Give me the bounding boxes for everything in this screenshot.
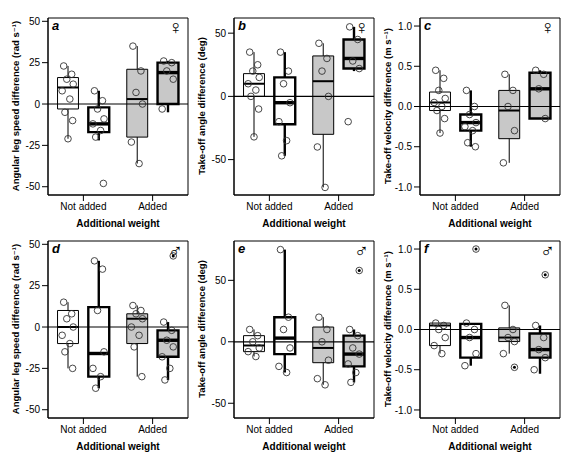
svg-text:Added: Added [138, 424, 167, 435]
html-text:f: f [424, 241, 429, 256]
svg-text:0: 0 [34, 99, 40, 110]
svg-text:Added: Added [324, 201, 353, 212]
html-text:a: a [52, 18, 60, 33]
svg-text:Added: Added [510, 424, 539, 435]
svg-text:0: 0 [220, 91, 226, 102]
svg-text:Added: Added [510, 201, 539, 212]
svg-text:50: 50 [215, 275, 227, 286]
html-text:Take-off angle difference (deg: Take-off angle difference (deg) [195, 260, 207, 398]
svg-text:50: 50 [215, 28, 227, 39]
svg-text:0.0: 0.0 [398, 101, 412, 112]
svg-text:0.5: 0.5 [398, 284, 412, 295]
svg-text:-50: -50 [212, 154, 227, 165]
svg-text:Additional weight: Additional weight [76, 218, 160, 229]
html-text:e: e [238, 241, 246, 256]
svg-text:25: 25 [29, 280, 41, 291]
svg-text:0: 0 [34, 322, 40, 333]
svg-text:50: 50 [29, 16, 41, 27]
svg-text:-50: -50 [26, 181, 41, 192]
html-text:Take-off angle difference (deg: Take-off angle difference (deg) [195, 37, 207, 175]
svg-text:0.0: 0.0 [398, 324, 412, 335]
svg-text:Not added: Not added [246, 424, 292, 435]
svg-text:-1.0: -1.0 [395, 405, 413, 416]
svg-text:Not added: Not added [60, 424, 106, 435]
svg-text:Not added: Not added [432, 201, 478, 212]
svg-text:Added: Added [324, 424, 353, 435]
svg-text:-1.0: -1.0 [395, 182, 413, 193]
svg-text:Not added: Not added [60, 201, 106, 212]
svg-text:Additional weight: Additional weight [448, 218, 532, 229]
svg-text:Additional weight: Additional weight [262, 218, 346, 229]
svg-text:-50: -50 [26, 404, 41, 415]
svg-text:50: 50 [29, 239, 41, 250]
html-text:d: d [52, 241, 60, 256]
svg-text:-0.5: -0.5 [395, 364, 413, 375]
html-text:c: c [424, 18, 432, 33]
svg-text:0.5: 0.5 [398, 61, 412, 72]
svg-text:1.0: 1.0 [398, 21, 412, 32]
svg-text:1.0: 1.0 [398, 244, 412, 255]
svg-text:-25: -25 [26, 140, 41, 151]
svg-text:Not added: Not added [246, 201, 292, 212]
svg-text:Additional weight: Additional weight [262, 441, 346, 452]
html-text:Take-off velocity difference (: Take-off velocity difference (m s⁻¹) [381, 251, 393, 407]
html-text:Take-off velocity difference (: Take-off velocity difference (m s⁻¹) [381, 28, 393, 184]
svg-text:0: 0 [220, 336, 226, 347]
svg-text:Additional weight: Additional weight [448, 441, 532, 452]
svg-text:Not added: Not added [432, 424, 478, 435]
html-text:Angular leg speed difference (: Angular leg speed difference (rad s⁻¹) [9, 243, 21, 415]
svg-text:-50: -50 [212, 398, 227, 409]
html-text:b: b [238, 18, 246, 33]
svg-text:-0.5: -0.5 [395, 141, 413, 152]
svg-text:Added: Added [138, 201, 167, 212]
html-text:Angular leg speed difference (: Angular leg speed difference (rad s⁻¹) [9, 20, 21, 192]
svg-text:-25: -25 [26, 363, 41, 374]
svg-text:25: 25 [29, 57, 41, 68]
svg-text:Additional weight: Additional weight [76, 441, 160, 452]
